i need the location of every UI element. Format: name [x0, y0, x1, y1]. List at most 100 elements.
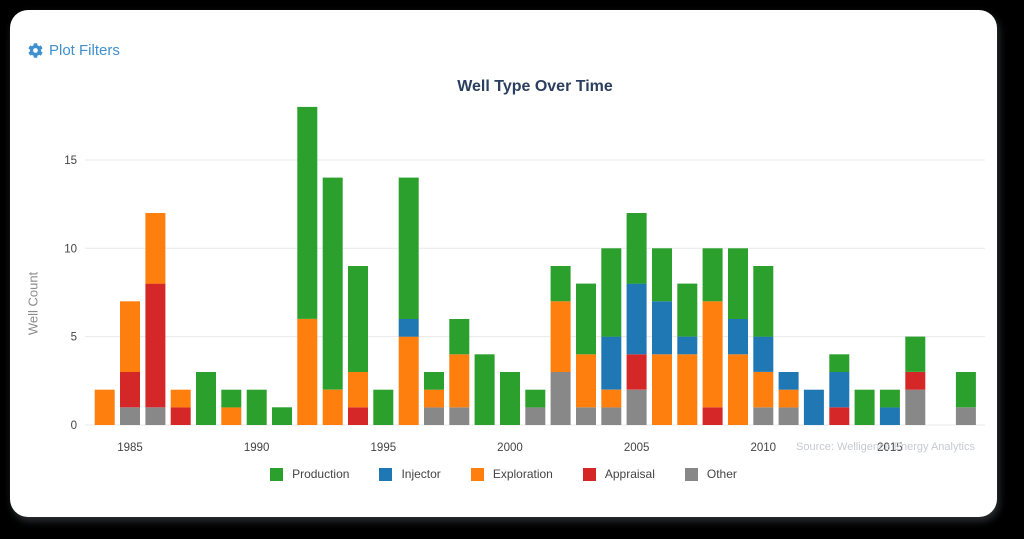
bar-segment-1990-production[interactable] — [246, 389, 267, 425]
well-type-chart: 0 5 10 15 1985 1990 1995 2000 2005 2010 2015 — [64, 106, 985, 454]
bar-segment-1986-exploration[interactable] — [145, 213, 166, 284]
bar-segment-1996-production[interactable] — [398, 177, 419, 319]
bar-segment-1992-production[interactable] — [297, 106, 318, 319]
bar-segment-2002-production[interactable] — [550, 266, 571, 302]
bar-segment-2002-exploration[interactable] — [550, 301, 571, 372]
y-tick-15: 15 — [64, 155, 77, 167]
bar-segment-1988-production[interactable] — [196, 372, 216, 425]
source-note: Source: Welligence Energy Analytics — [796, 441, 975, 453]
bar-segment-1996-exploration[interactable] — [398, 336, 419, 425]
bar-segment-2009-exploration[interactable] — [728, 354, 748, 425]
bar-segment-2011-injector[interactable] — [778, 372, 799, 390]
bar-segment-1986-appraisal[interactable] — [145, 283, 166, 408]
bar-segment-2018-production[interactable] — [955, 372, 976, 408]
bar-segment-2004-exploration[interactable] — [601, 389, 622, 408]
bar-segment-1986-other[interactable] — [145, 407, 166, 425]
bar-segment-1993-production[interactable] — [322, 177, 343, 390]
bar-segment-1998-production[interactable] — [449, 319, 470, 355]
bar-segment-1994-exploration[interactable] — [348, 372, 368, 408]
x-tick-2000: 2000 — [497, 442, 523, 454]
bar-segment-2007-production[interactable] — [677, 283, 698, 337]
bar-segment-2016-appraisal[interactable] — [905, 372, 926, 390]
plot-filters-label: Plot Filters — [49, 42, 120, 59]
bar-segment-2008-production[interactable] — [702, 248, 723, 302]
plot-filters-button[interactable]: Plot Filters — [28, 43, 120, 58]
bar-segment-2005-production[interactable] — [626, 213, 647, 284]
bar-segment-2015-injector[interactable] — [879, 407, 900, 425]
bar-segment-2014-production[interactable] — [854, 389, 875, 425]
bar-segment-2005-other[interactable] — [626, 389, 647, 425]
bar-segment-1992-exploration[interactable] — [297, 319, 318, 425]
bar-segment-1996-injector[interactable] — [398, 319, 419, 337]
bar-segment-1997-other[interactable] — [424, 407, 444, 425]
legend-item-exploration[interactable]: Exploration — [470, 467, 553, 481]
y-tick-0: 0 — [71, 420, 77, 432]
chart-legend: Production Injector Exploration Appraisal Ot… — [10, 467, 997, 481]
bar-segment-2013-injector[interactable] — [829, 372, 850, 408]
bar-segment-2004-production[interactable] — [601, 248, 622, 337]
bar-segment-2001-production[interactable] — [525, 389, 546, 408]
bar-segment-1995-production[interactable] — [373, 389, 394, 425]
x-tick-2005: 2005 — [624, 442, 650, 454]
bar-segment-1993-exploration[interactable] — [322, 389, 343, 425]
bar-segment-2013-production[interactable] — [829, 354, 850, 372]
bar-segment-2001-other[interactable] — [525, 407, 546, 425]
bar-segment-1987-exploration[interactable] — [170, 389, 191, 408]
legend-item-appraisal[interactable]: Appraisal — [582, 467, 655, 481]
bar-segment-2008-exploration[interactable] — [702, 301, 723, 408]
bar-segment-1999-production[interactable] — [474, 354, 495, 425]
bar-segment-2007-exploration[interactable] — [677, 354, 698, 425]
bar-segment-2004-other[interactable] — [601, 407, 622, 425]
bar-segment-2018-other[interactable] — [955, 407, 976, 425]
bar-segment-2004-injector[interactable] — [601, 336, 622, 390]
bar-segment-2006-exploration[interactable] — [652, 354, 672, 425]
bar-segment-1985-exploration[interactable] — [120, 301, 140, 372]
bar-segment-2016-other[interactable] — [905, 389, 926, 425]
bar-segment-1994-appraisal[interactable] — [348, 407, 368, 425]
bar-segment-2007-injector[interactable] — [677, 336, 698, 355]
bar-segment-2006-production[interactable] — [652, 248, 672, 302]
bar-segment-1998-exploration[interactable] — [449, 354, 470, 408]
bar-segment-1998-other[interactable] — [449, 407, 470, 425]
bar-segment-2003-production[interactable] — [576, 283, 596, 355]
bar-segment-2015-production[interactable] — [879, 389, 900, 408]
bar-segment-2008-appraisal[interactable] — [702, 407, 723, 425]
bar-segment-2005-appraisal[interactable] — [626, 354, 647, 390]
y-tick-10: 10 — [64, 243, 77, 255]
bar-segment-2016-production[interactable] — [905, 336, 926, 372]
legend-label-injector: Injector — [401, 467, 441, 481]
bar-segment-1994-production[interactable] — [348, 266, 368, 372]
bar-segment-1989-exploration[interactable] — [221, 407, 242, 425]
bar-segment-2011-other[interactable] — [778, 407, 799, 425]
bar-segment-1997-production[interactable] — [424, 372, 444, 390]
bar-segment-2013-appraisal[interactable] — [829, 407, 850, 425]
legend-swatch-exploration — [470, 467, 484, 481]
bar-segment-1985-other[interactable] — [120, 407, 140, 425]
bar-segment-2003-exploration[interactable] — [576, 354, 596, 408]
bar-segment-2010-exploration[interactable] — [753, 372, 774, 408]
bar-segment-2010-injector[interactable] — [753, 336, 774, 372]
legend-label-exploration: Exploration — [492, 467, 553, 481]
x-tick-2010: 2010 — [750, 442, 776, 454]
bar-segment-2005-injector[interactable] — [626, 283, 647, 355]
bar-segment-1991-production[interactable] — [272, 407, 292, 425]
bar-segment-2009-production[interactable] — [728, 248, 748, 319]
bar-segment-2011-exploration[interactable] — [778, 389, 799, 408]
bar-segment-1997-exploration[interactable] — [424, 389, 444, 408]
bar-segment-2006-injector[interactable] — [652, 301, 672, 355]
bar-segment-2002-other[interactable] — [550, 372, 571, 425]
bar-segment-2009-injector[interactable] — [728, 319, 748, 355]
bar-segment-1984-exploration[interactable] — [94, 389, 115, 425]
bar-segment-1987-appraisal[interactable] — [170, 407, 191, 425]
bar-segment-2012-injector[interactable] — [803, 389, 824, 425]
bar-segment-2000-production[interactable] — [500, 372, 520, 425]
bar-segment-2010-production[interactable] — [753, 266, 774, 337]
legend-item-other[interactable]: Other — [684, 467, 737, 481]
bar-segment-2003-other[interactable] — [576, 407, 596, 425]
legend-label-production: Production — [292, 467, 350, 481]
legend-item-injector[interactable]: Injector — [379, 467, 441, 481]
bar-segment-1985-appraisal[interactable] — [120, 372, 140, 408]
bar-segment-2010-other[interactable] — [753, 407, 774, 425]
legend-item-production[interactable]: Production — [270, 467, 349, 481]
bar-segment-1989-production[interactable] — [221, 389, 242, 408]
